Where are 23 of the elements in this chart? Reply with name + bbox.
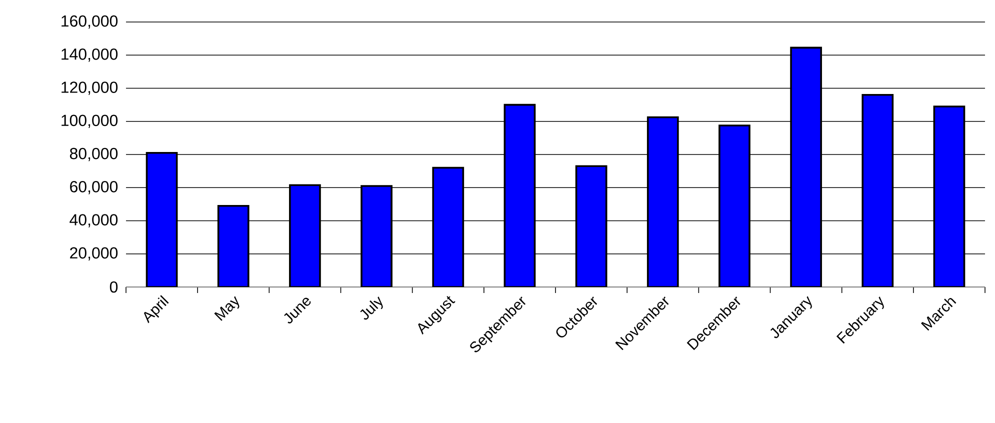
bar [432,166,464,287]
bar [146,152,178,287]
y-tick-label: 0 [110,281,118,293]
y-tick-label: 120,000 [62,82,118,95]
bar [862,94,894,287]
y-tick-label: 40,000 [70,214,118,228]
y-tick-label: 160,000 [62,15,118,29]
bar [504,104,536,287]
bar [575,165,608,287]
bar [790,46,822,287]
y-tick-label: 80,000 [70,148,118,162]
bar [360,185,392,287]
x-tick-label: May [214,296,240,321]
bar [289,184,321,287]
bar [217,204,250,287]
y-tick-label: 140,000 [62,48,118,62]
y-tick-label: 60,000 [70,181,118,194]
x-tick-label: July [360,296,383,320]
bar [646,116,679,287]
bar [718,124,750,287]
y-tick-label: 100,000 [62,114,118,128]
bar [933,106,966,287]
y-tick-label: 20,000 [70,247,118,260]
